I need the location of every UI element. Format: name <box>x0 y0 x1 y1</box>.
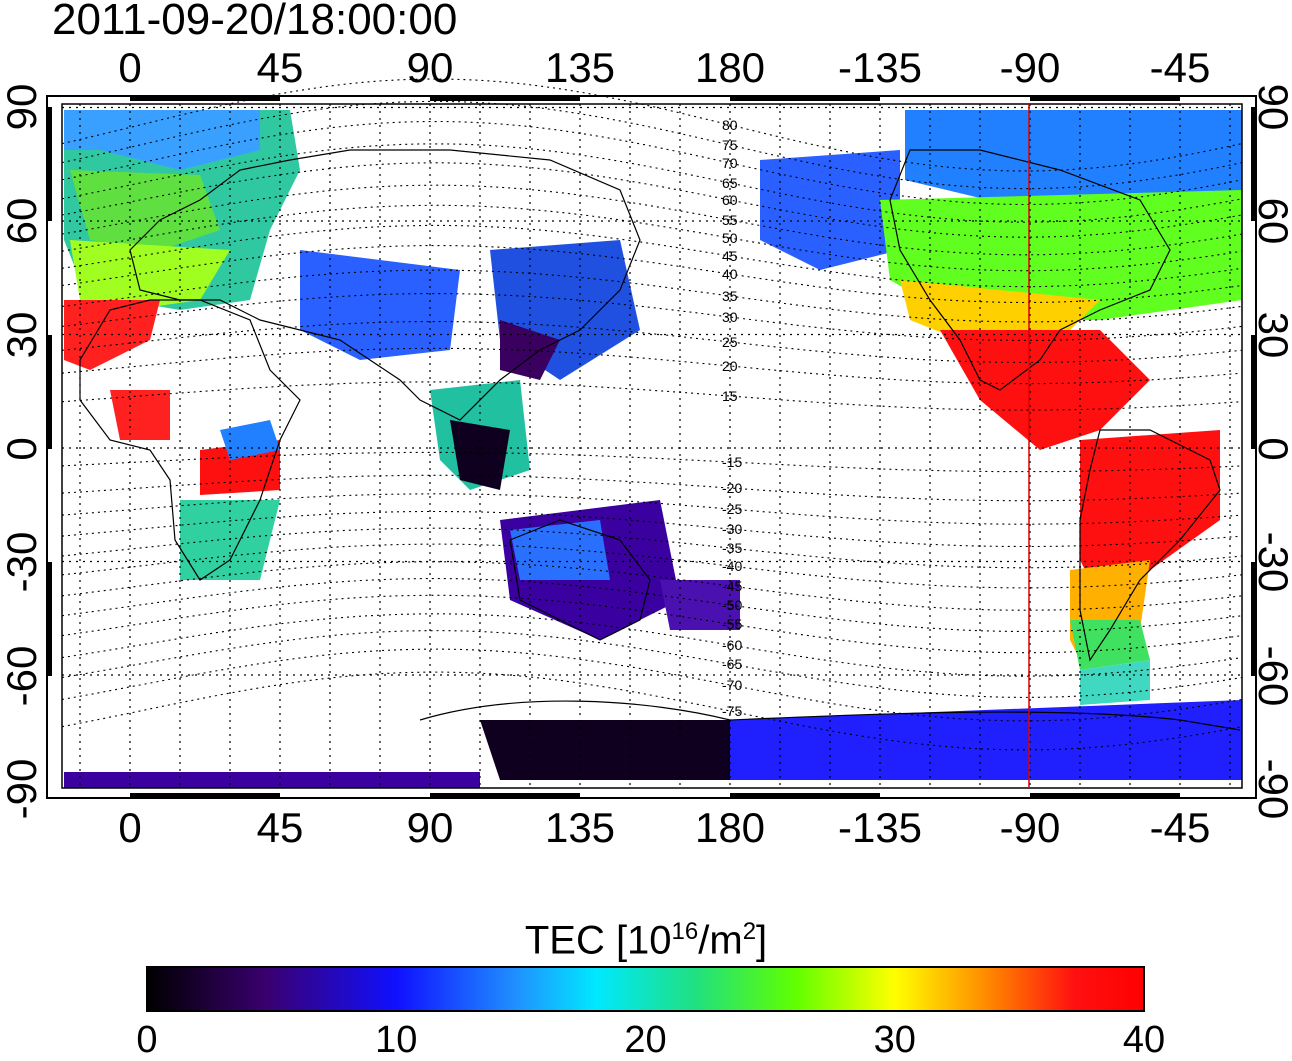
contour-line <box>61 162 1243 238</box>
top-tick-label: -45 <box>1149 44 1211 91</box>
contour-label: -50 <box>722 597 743 613</box>
left-tick-label: 30 <box>0 311 45 359</box>
graticule <box>62 104 1242 788</box>
contour-line <box>61 184 1243 256</box>
contour-label: -20 <box>722 480 743 496</box>
bottom-tick-label: 0 <box>118 804 142 851</box>
contour-line <box>61 100 1243 190</box>
right-tick-label: -30 <box>1250 531 1292 593</box>
colorbar-tick-label: 10 <box>375 1019 418 1061</box>
right-tick-label: 90 <box>1250 83 1292 131</box>
bottom-tick-label: -90 <box>999 804 1061 851</box>
contour-line <box>61 347 1243 385</box>
contour-line <box>61 244 1243 304</box>
right-tick-label: -90 <box>1250 758 1292 820</box>
contour-label: -30 <box>722 521 743 537</box>
colorbar-tick-label: 30 <box>873 1019 916 1061</box>
contour-label: -25 <box>722 501 743 517</box>
contour-line <box>61 613 1243 677</box>
contour-label: 80 <box>722 117 738 133</box>
map-title: 2011-09-20/18:00:00 <box>52 0 458 44</box>
right-tick-label: -60 <box>1250 645 1292 707</box>
top-tick-label: 135 <box>544 44 616 91</box>
magnetic-contours <box>61 78 1243 751</box>
colorbar-tick-label: 40 <box>1122 1019 1166 1061</box>
contour-label: 55 <box>722 212 738 228</box>
contour-label: 75 <box>722 137 738 153</box>
contour-line <box>61 269 1243 323</box>
bottom-tick-label: -45 <box>1149 804 1211 851</box>
left-tick-label: 90 <box>0 83 45 131</box>
top-tick-label: 45 <box>256 44 304 91</box>
tec-data-layer <box>64 110 1242 788</box>
contour-label: 25 <box>722 334 738 350</box>
top-tick-label: -90 <box>999 44 1061 91</box>
left-tick-label: 0 <box>0 437 45 461</box>
contour-label: 60 <box>722 192 738 208</box>
contour-label: -40 <box>722 558 743 574</box>
contour-line <box>61 493 1243 525</box>
contour-label: 50 <box>722 230 738 246</box>
contour-label: 45 <box>722 248 738 264</box>
contour-label: 70 <box>722 155 738 171</box>
contour-line <box>61 630 1243 698</box>
contour-label: -55 <box>722 616 743 632</box>
contour-line <box>61 561 1243 611</box>
contour-label: 20 <box>722 358 738 374</box>
colorbar-tick-label: 20 <box>624 1019 667 1061</box>
contour-line <box>61 648 1243 722</box>
top-tick-label: 180 <box>694 44 766 91</box>
left-tick-label: -90 <box>0 758 45 820</box>
contour-line <box>61 204 1243 272</box>
contour-line <box>61 451 1243 473</box>
contour-label: 65 <box>722 175 738 191</box>
bottom-tick-label: 90 <box>406 804 454 851</box>
contour-line <box>61 293 1243 341</box>
right-tick-label: 60 <box>1250 197 1292 245</box>
contour-label: -35 <box>722 540 743 556</box>
right-tick-label: 30 <box>1250 311 1292 359</box>
contour-label: 35 <box>722 288 738 304</box>
colorbar-tick-label: 0 <box>136 1019 158 1061</box>
contour-line <box>61 577 1243 633</box>
bottom-tick-label: 180 <box>694 804 766 851</box>
frame-bars <box>47 96 1256 798</box>
right-tick-label: 0 <box>1250 437 1292 460</box>
contour-label: -45 <box>722 578 743 594</box>
contour-label: -15 <box>722 454 743 470</box>
contour-label: 30 <box>722 309 738 325</box>
contour-label: 40 <box>722 266 738 282</box>
contour-line <box>61 381 1243 411</box>
contour-label: -70 <box>722 677 743 693</box>
left-tick-label: 60 <box>0 197 45 245</box>
contour-line <box>61 224 1243 288</box>
contour-line <box>61 474 1243 502</box>
bottom-tick-label: 135 <box>544 804 616 851</box>
left-tick-label: -60 <box>0 645 45 707</box>
contour-line <box>61 510 1243 548</box>
top-tick-label: 0 <box>118 44 142 91</box>
contour-label: -65 <box>722 656 743 672</box>
left-tick-label: -30 <box>0 531 45 593</box>
colorbar <box>146 966 1145 1012</box>
contour-label: -60 <box>722 637 743 653</box>
contour-label: 15 <box>722 388 738 404</box>
contour-line <box>61 594 1243 654</box>
top-tick-label: 90 <box>406 44 454 91</box>
coastlines <box>79 149 1241 731</box>
top-tick-label: -135 <box>837 44 923 91</box>
contour-label: -75 <box>722 703 743 719</box>
bottom-tick-label: 45 <box>256 804 304 851</box>
colorbar-label: TEC [1016/m2] <box>524 918 768 963</box>
bottom-tick-label: -135 <box>837 804 923 851</box>
